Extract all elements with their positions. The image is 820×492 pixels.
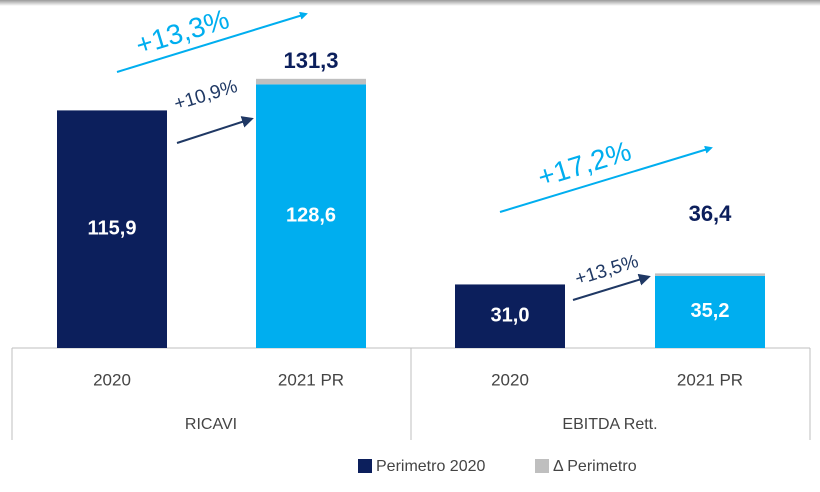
bar — [655, 275, 765, 348]
arrow — [116, 11, 308, 73]
group-label: EBITDA Rett. — [562, 416, 657, 433]
annotation: +13,5% — [573, 251, 641, 290]
x-tick-label: 2020 — [93, 370, 131, 389]
bar — [256, 78, 366, 85]
annotation: +10,9% — [172, 76, 240, 115]
bar — [655, 273, 765, 276]
group-label: RICAVI — [185, 416, 237, 433]
arrow — [572, 273, 651, 301]
top-shadow — [0, 0, 820, 6]
value-label: 128,6 — [286, 204, 336, 226]
bar — [455, 284, 565, 348]
x-tick-label: 2021 PR — [278, 370, 344, 389]
total-label: 131,3 — [283, 48, 338, 73]
legend-swatch — [358, 459, 372, 473]
legend-label: Δ Perimetro — [553, 458, 637, 475]
legend-swatch — [535, 459, 549, 473]
value-label: 31,0 — [491, 305, 530, 327]
bar — [256, 84, 366, 349]
x-tick-label: 2021 PR — [677, 370, 743, 389]
axis-frame — [11, 347, 811, 440]
arrow — [176, 116, 254, 144]
arrow — [499, 145, 713, 213]
value-label: 35,2 — [691, 300, 730, 322]
x-tick-label: 2020 — [491, 370, 529, 389]
total-label: 36,4 — [689, 201, 733, 226]
annotation: +17,2% — [534, 135, 635, 193]
bar — [57, 110, 167, 348]
value-label: 115,9 — [88, 217, 137, 239]
legend-label: Perimetro 2020 — [376, 458, 485, 475]
